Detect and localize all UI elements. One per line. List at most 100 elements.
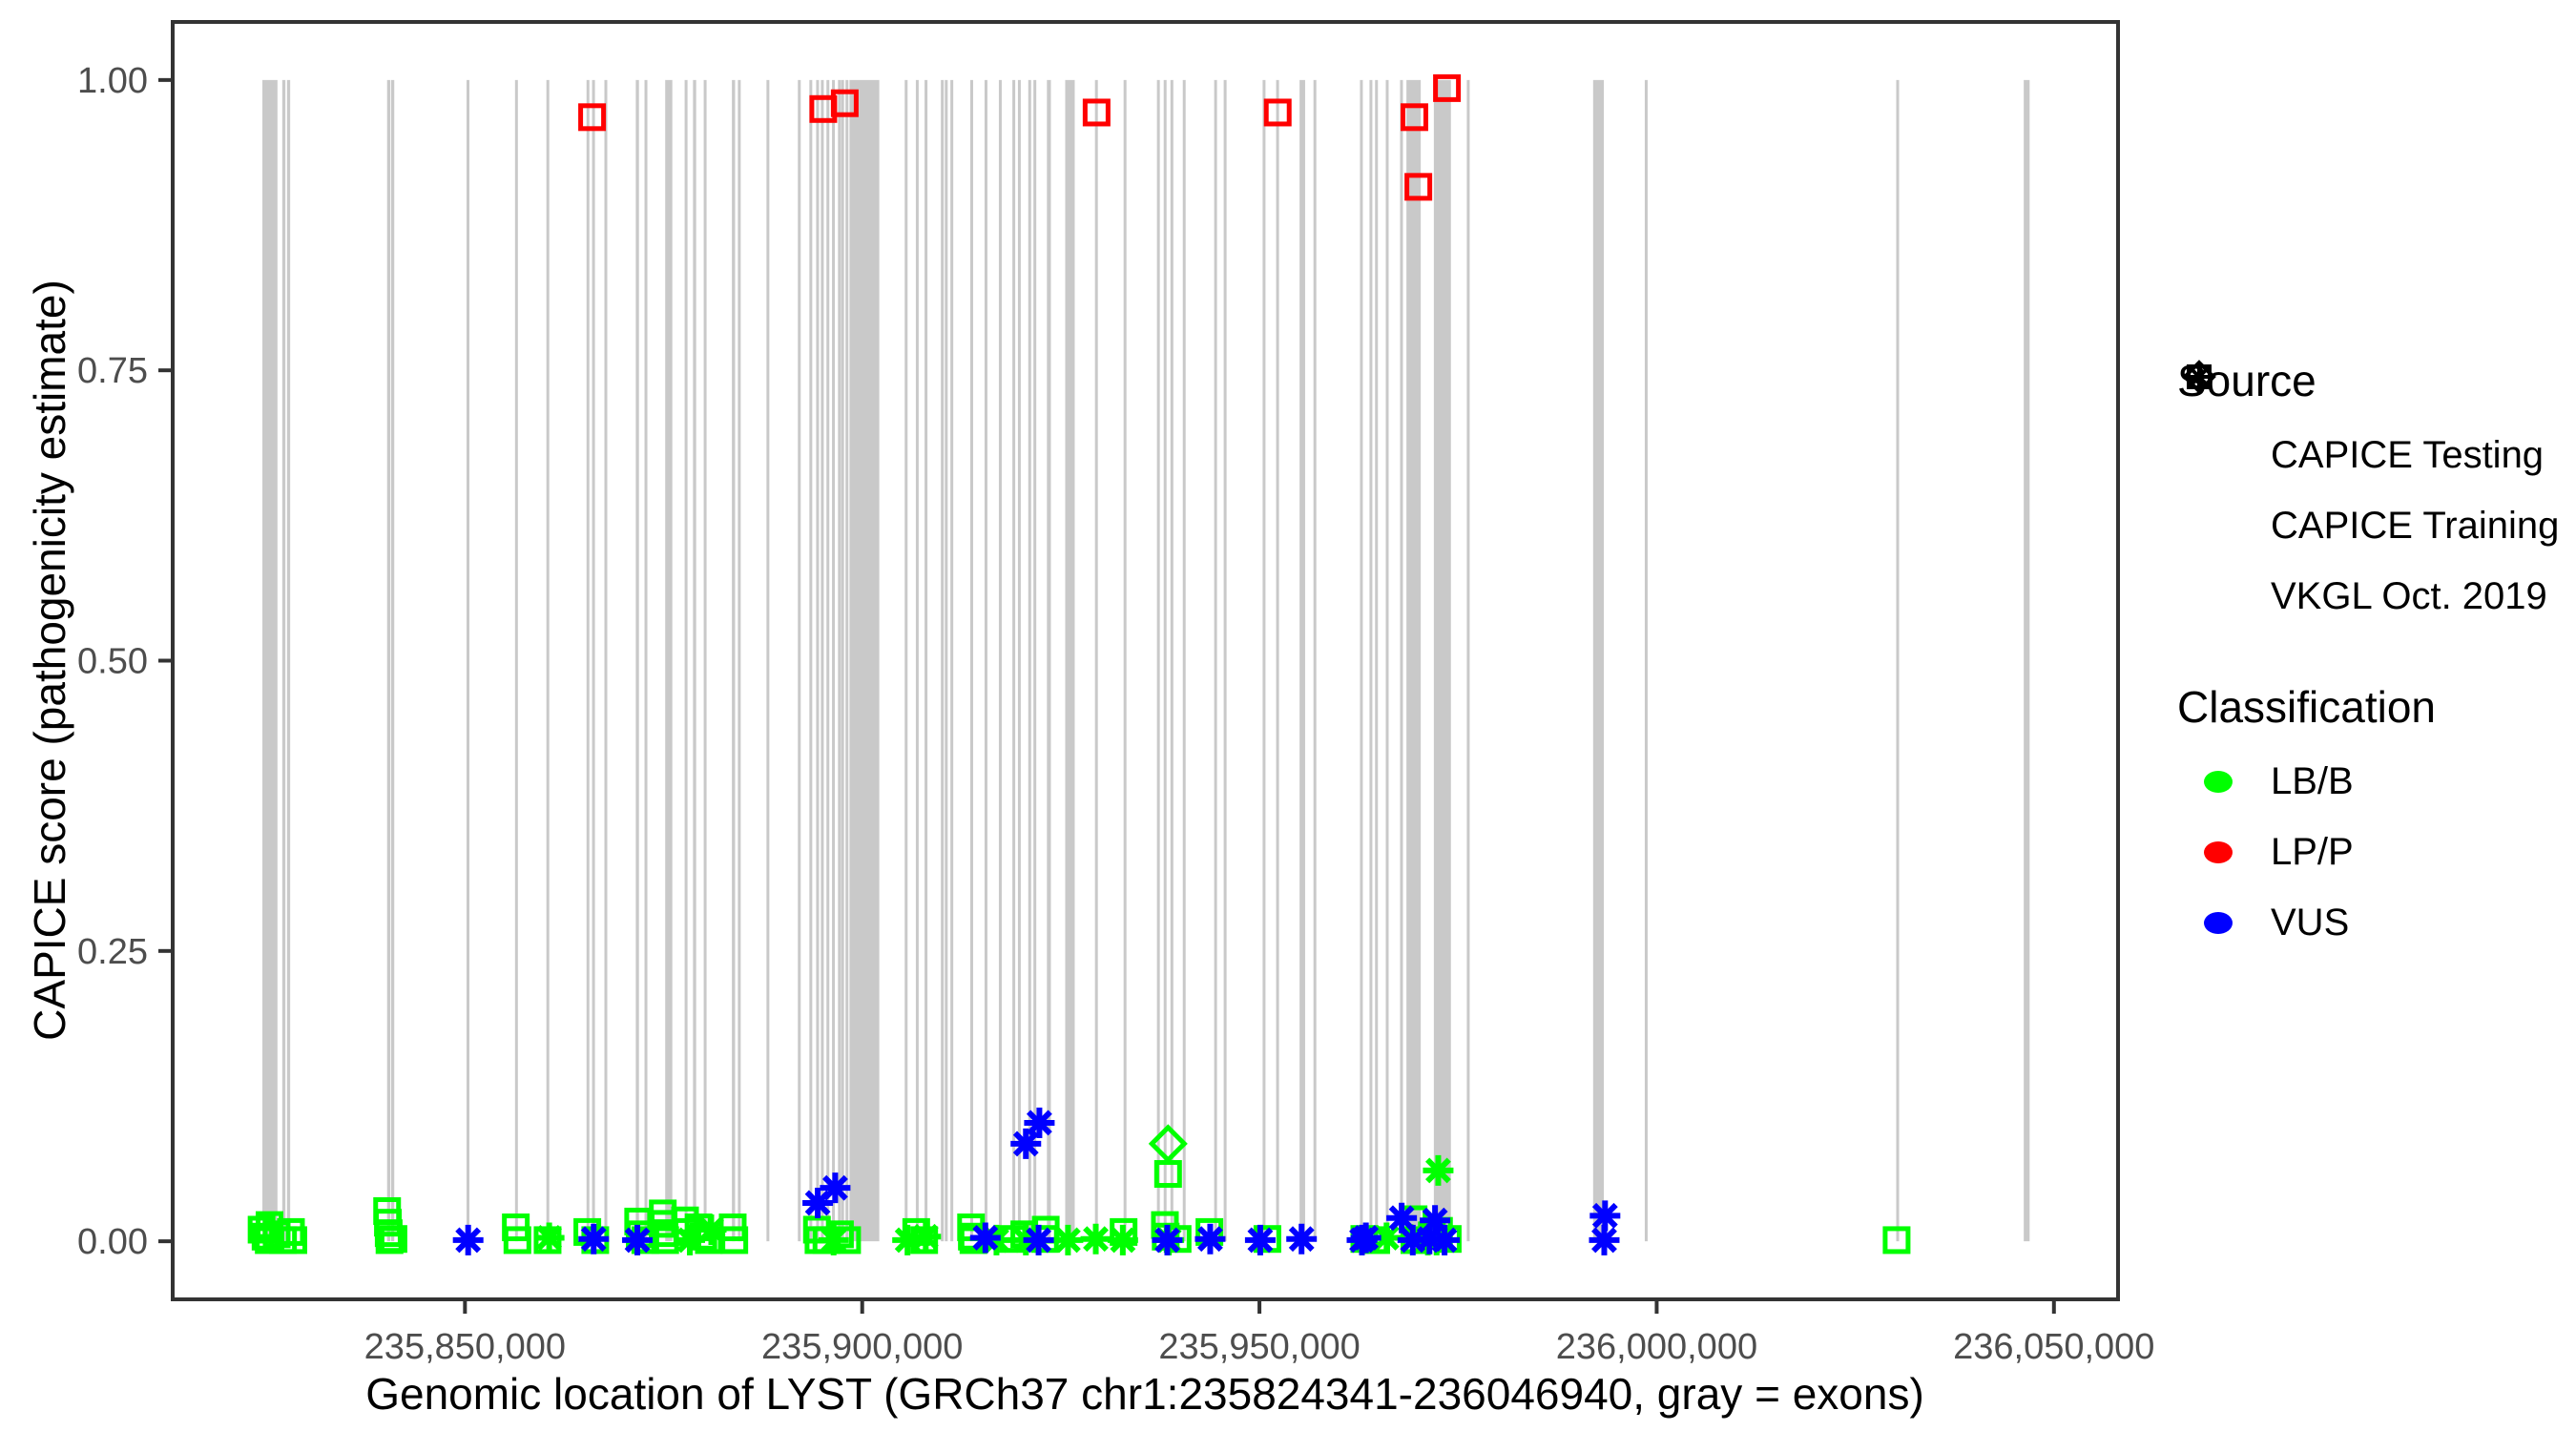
exon-bar xyxy=(737,79,741,1242)
legend-item-label: LP/P xyxy=(2271,830,2354,873)
data-point-square xyxy=(1882,1226,1911,1255)
data-point-square xyxy=(720,1226,749,1255)
x-axis-title: Genomic location of LYST (GRCh37 chr1:23… xyxy=(365,1369,1924,1419)
data-point-asterisk xyxy=(1350,1222,1381,1254)
panel-border xyxy=(171,20,2120,1301)
x-tick-label: 235,850,000 xyxy=(364,1327,566,1367)
data-point-asterisk xyxy=(452,1224,484,1255)
series-lbb-asterisk xyxy=(533,1154,1454,1255)
exon-bar xyxy=(693,79,696,1242)
data-point-asterisk xyxy=(820,1172,851,1204)
data-point-asterisk xyxy=(675,1224,706,1255)
exon-bar xyxy=(467,79,470,1242)
data-point-square xyxy=(262,1220,291,1249)
legend-item-lbb: LB/B xyxy=(2177,746,2576,817)
lpp-dot-icon xyxy=(2177,840,2244,863)
data-point-asterisk xyxy=(1429,1224,1461,1255)
legend-item-capice-testing: CAPICE Testing xyxy=(2177,360,2576,490)
exon-bar xyxy=(1644,79,1648,1242)
data-point-square xyxy=(1400,103,1428,132)
legend-source-group: Source CAPICE Testing CAPICE Training xyxy=(2177,355,2576,632)
legend-classification-group: Classification LB/B LP/P VUS xyxy=(2177,681,2576,958)
exon-bar xyxy=(849,79,880,1242)
series-vus-asterisk xyxy=(452,1107,1621,1255)
data-point-asterisk xyxy=(1152,1224,1183,1255)
data-point-asterisk xyxy=(969,1222,1001,1254)
exon-bar xyxy=(1012,79,1016,1242)
axes: 235,850,000 235,900,000 235,950,000 236,000… xyxy=(77,61,2154,1367)
data-point-square xyxy=(1153,1160,1182,1189)
data-point-asterisk xyxy=(1023,1224,1054,1255)
exon-bar xyxy=(1094,79,1098,1242)
y-axis-title: CAPICE score (pathogenicity estimate) xyxy=(25,280,74,1041)
legend-item-label: LB/B xyxy=(2271,759,2354,802)
exon-bar xyxy=(286,79,291,1242)
exon-bar xyxy=(1592,79,1605,1242)
exon-bar xyxy=(665,79,673,1242)
x-tick-label: 236,000,000 xyxy=(1556,1327,1757,1367)
exon-bar xyxy=(838,79,841,1242)
data-point-square xyxy=(578,103,607,132)
exon-bar xyxy=(703,79,707,1242)
data-point-asterisk xyxy=(1080,1223,1111,1255)
exon-bar xyxy=(816,79,820,1242)
exon-bar xyxy=(904,79,908,1242)
data-point-asterisk xyxy=(1024,1107,1055,1138)
exon-bar xyxy=(592,79,595,1242)
exon-bar xyxy=(390,79,395,1242)
data-point-square xyxy=(279,1226,307,1255)
data-point-square xyxy=(1082,98,1111,127)
data-point-asterisk xyxy=(818,1224,849,1255)
data-point-asterisk xyxy=(1371,1222,1402,1254)
data-point-asterisk xyxy=(1244,1224,1276,1255)
exon-bar xyxy=(732,79,736,1242)
data-point-asterisk xyxy=(696,1213,727,1245)
vus-dot-icon xyxy=(2177,911,2244,934)
data-point-asterisk xyxy=(1195,1223,1226,1255)
legend-item-lpp: LP/P xyxy=(2177,817,2576,887)
legend-item-label: VUS xyxy=(2271,901,2350,944)
exon-bar xyxy=(1065,79,1075,1242)
legend-item-label: CAPICE Training xyxy=(2271,504,2560,547)
exon-bar xyxy=(945,79,948,1242)
exon-bar xyxy=(1028,79,1031,1242)
exon-bar xyxy=(514,79,518,1242)
data-point-asterisk xyxy=(1010,1128,1042,1159)
exon-bar xyxy=(1466,79,1470,1242)
exon-bar xyxy=(1299,79,1305,1242)
exon-bar xyxy=(1262,79,1266,1242)
data-points xyxy=(247,73,1911,1255)
exon-bar xyxy=(386,79,391,1242)
exon-bar xyxy=(2024,79,2030,1242)
exon-bar xyxy=(1156,79,1160,1242)
data-point-asterisk xyxy=(533,1222,565,1254)
exon-bar xyxy=(262,79,278,1242)
data-point-square xyxy=(379,1225,407,1254)
legend-classification-title: Classification xyxy=(2177,682,2436,732)
exon-bar xyxy=(684,79,688,1242)
legend-item-label: CAPICE Testing xyxy=(2271,433,2545,476)
exon-bar xyxy=(1400,79,1403,1242)
exon-bar xyxy=(1223,79,1227,1242)
y-tick-label: 1.00 xyxy=(77,61,148,101)
exon-bar xyxy=(998,79,1002,1242)
data-point-square xyxy=(830,89,859,117)
exon-bar xyxy=(915,79,919,1242)
data-point-asterisk xyxy=(1052,1224,1084,1255)
data-point-asterisk xyxy=(578,1223,610,1255)
exon-bar xyxy=(1406,79,1422,1242)
exon-bar xyxy=(1182,79,1186,1242)
exon-bar xyxy=(1433,79,1451,1242)
exon-bar xyxy=(1313,79,1317,1242)
exon-bar xyxy=(644,79,648,1242)
exon-bar xyxy=(1123,79,1127,1242)
exon-bar xyxy=(950,79,954,1242)
exon-bar xyxy=(1276,79,1279,1242)
x-tick-label: 235,950,000 xyxy=(1158,1327,1360,1367)
exon-bar xyxy=(546,79,550,1242)
series-lbb-diamond xyxy=(1148,1124,1188,1164)
legend: Source CAPICE Testing CAPICE Training xyxy=(2177,355,2576,958)
exon-bar xyxy=(1214,79,1217,1242)
exon-bar xyxy=(1375,79,1379,1242)
